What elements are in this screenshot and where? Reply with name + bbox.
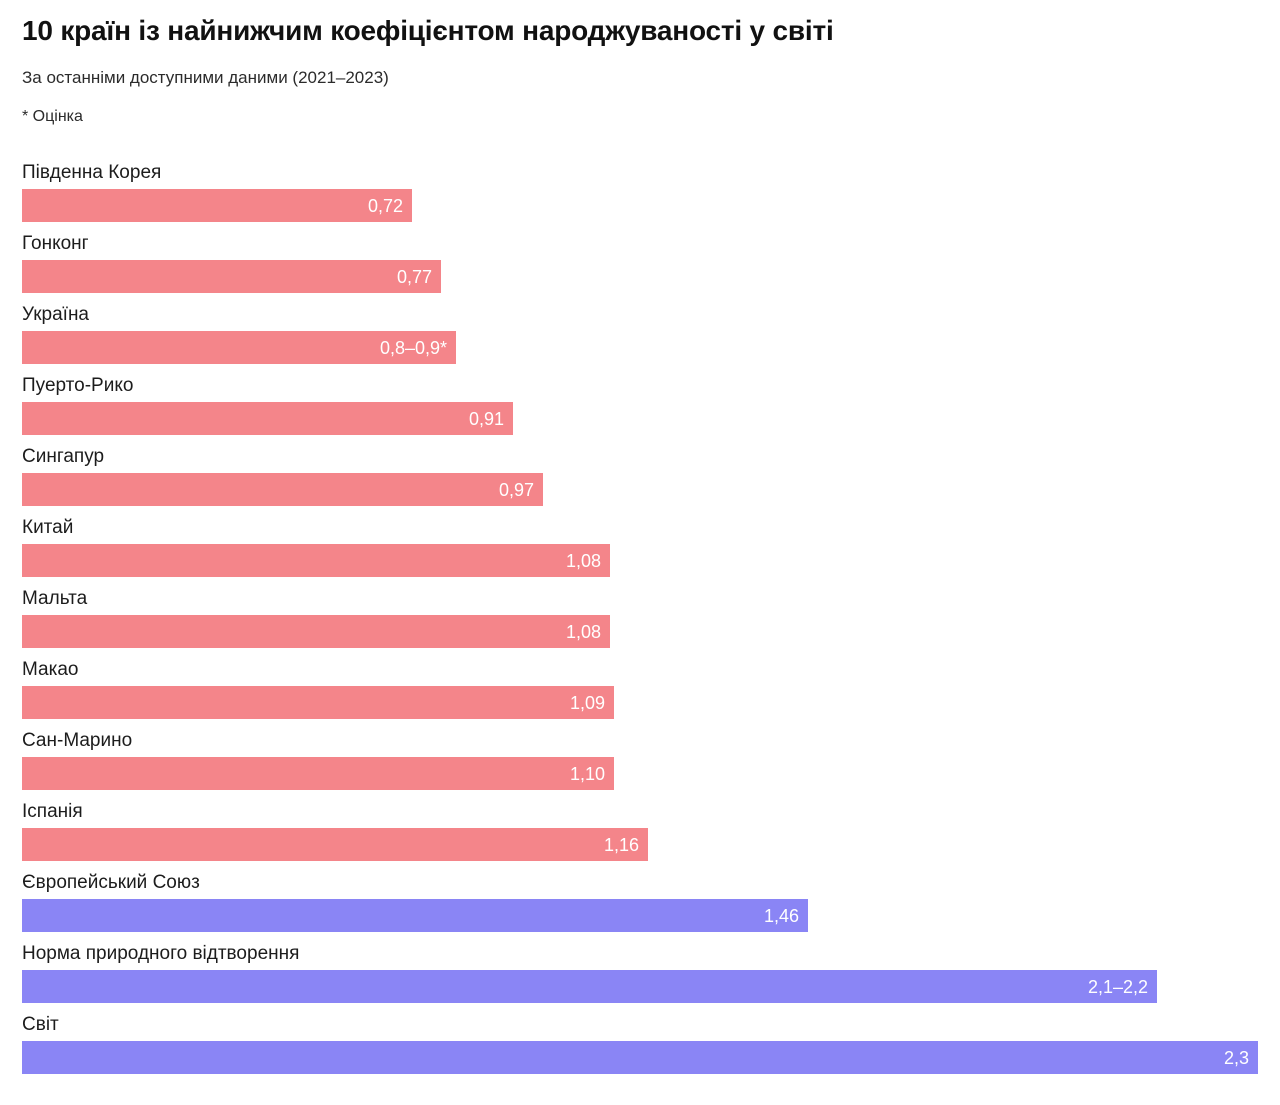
bar-row: Макао 1,09 — [22, 659, 1258, 730]
bar-track: 1,09 — [22, 686, 1258, 720]
bar-track: 1,10 — [22, 757, 1258, 791]
bar-track: 1,08 — [22, 544, 1258, 578]
bar-value-label: 1,08 — [565, 621, 601, 642]
bar-value-label: 1,46 — [763, 905, 799, 926]
bar-track: 0,77 — [22, 260, 1258, 294]
bar-category-label: Мальта — [22, 588, 88, 610]
bar-row: Гонконг 0,77 — [22, 233, 1258, 304]
bar-fill: 0,8–0,9* — [22, 331, 456, 365]
bar-row: Мальта 1,08 — [22, 588, 1258, 659]
bar-row: Норма природного відтворення 2,1–2,2 — [22, 943, 1258, 1014]
bar-fill: 1,08 — [22, 615, 610, 649]
bar-value-label: 1,09 — [569, 692, 605, 713]
bar-value-label: 2,1–2,2 — [1087, 976, 1148, 997]
chart-title: 10 країн із найнижчим коефіцієнтом народ… — [22, 15, 834, 46]
bar-track: 1,46 — [22, 899, 1258, 933]
bar-fill: 0,72 — [22, 189, 412, 223]
bar-track: 0,97 — [22, 473, 1258, 507]
bar-fill: 1,16 — [22, 828, 648, 862]
bar-fill: 0,91 — [22, 402, 513, 436]
bar-fill: 2,1–2,2 — [22, 970, 1157, 1004]
bar-category-label: Сан-Марино — [22, 730, 133, 752]
bar-value-label: 0,97 — [498, 479, 534, 500]
bar-category-label: Україна — [22, 304, 90, 326]
chart-footnote: * Оцінка — [22, 107, 83, 125]
bar-track: 1,16 — [22, 828, 1258, 862]
bar-track: 0,8–0,9* — [22, 331, 1258, 365]
bar-category-label: Гонконг — [22, 233, 89, 255]
bar-row: Світ 2,3 — [22, 1014, 1258, 1085]
bar-category-label: Європейський Союз — [22, 872, 200, 894]
bar-value-label: 0,72 — [367, 195, 403, 216]
bar-track: 2,3 — [22, 1041, 1258, 1075]
bar-row: Україна 0,8–0,9* — [22, 304, 1258, 375]
bar-value-label: 2,3 — [1223, 1047, 1249, 1068]
bar-category-label: Китай — [22, 517, 74, 539]
bar-value-label: 0,8–0,9* — [379, 337, 447, 358]
bar-category-label: Іспанія — [22, 801, 83, 823]
bar-track: 0,72 — [22, 189, 1258, 223]
bar-row: Сан-Марино 1,10 — [22, 730, 1258, 801]
bar-chart: Південна Корея 0,72 Гонконг 0,77 Україна 0,8–… — [22, 126, 1258, 1085]
bar-row: Іспанія 1,16 — [22, 801, 1258, 872]
bar-category-label: Пуерто-Рико — [22, 375, 134, 397]
bar-value-label: 0,91 — [468, 408, 504, 429]
bar-fill: 2,3 — [22, 1041, 1258, 1075]
bar-track: 1,08 — [22, 615, 1258, 649]
bar-row: Китай 1,08 — [22, 517, 1258, 588]
bar-row: Європейський Союз 1,46 — [22, 872, 1258, 943]
bar-value-label: 1,16 — [603, 834, 639, 855]
bar-row: Сингапур 0,97 — [22, 446, 1258, 517]
bar-fill: 1,08 — [22, 544, 610, 578]
bar-category-label: Світ — [22, 1014, 59, 1036]
bar-fill: 1,46 — [22, 899, 808, 933]
bar-row: Південна Корея 0,72 — [22, 162, 1258, 233]
bar-category-label: Макао — [22, 659, 79, 681]
bar-fill: 1,10 — [22, 757, 614, 791]
bar-track: 0,91 — [22, 402, 1258, 436]
bar-category-label: Південна Корея — [22, 162, 162, 184]
bar-value-label: 1,10 — [569, 763, 605, 784]
bar-track: 2,1–2,2 — [22, 970, 1258, 1004]
bar-category-label: Норма природного відтворення — [22, 943, 300, 965]
chart-subtitle: За останніми доступними даними (2021–202… — [22, 67, 389, 87]
bar-value-label: 1,08 — [565, 550, 601, 571]
bar-category-label: Сингапур — [22, 446, 105, 468]
bar-fill: 0,77 — [22, 260, 441, 294]
bar-fill: 0,97 — [22, 473, 543, 507]
bar-fill: 1,09 — [22, 686, 614, 720]
bar-value-label: 0,77 — [396, 266, 432, 287]
bar-row: Пуерто-Рико 0,91 — [22, 375, 1258, 446]
